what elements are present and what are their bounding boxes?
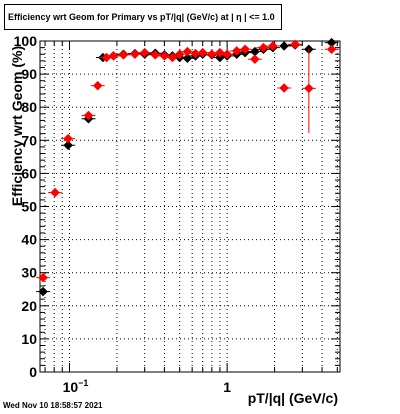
x-tick-labels: 10−1 1 bbox=[63, 378, 232, 395]
y-axis-label: Efficiency wrt Geom (%) bbox=[9, 45, 25, 207]
x-tick-label: 1 bbox=[223, 379, 231, 395]
data-point bbox=[159, 51, 170, 61]
series-red bbox=[36, 39, 339, 283]
data-point bbox=[38, 286, 48, 297]
datestamp: Wed Nov 10 18:58:57 2021 bbox=[3, 401, 103, 410]
data-point bbox=[279, 83, 290, 93]
y-tick-label: 20 bbox=[21, 298, 37, 314]
data-point bbox=[63, 133, 73, 144]
data-point bbox=[150, 50, 161, 60]
y-tick-label: 0 bbox=[29, 364, 37, 380]
data-point bbox=[304, 83, 314, 94]
data-point bbox=[50, 187, 60, 198]
y-tick-label: 40 bbox=[21, 232, 37, 248]
y-tick-label: 70 bbox=[21, 132, 37, 148]
data-point bbox=[197, 47, 208, 58]
y-tick-label: 100 bbox=[14, 33, 38, 49]
data-point bbox=[215, 47, 225, 58]
data-point bbox=[290, 39, 300, 50]
data-point bbox=[167, 52, 178, 63]
axis-ticks bbox=[40, 40, 340, 373]
plot-frame bbox=[39, 40, 341, 373]
data-point bbox=[222, 49, 232, 60]
y-tick-label: 10 bbox=[21, 331, 37, 347]
data-point bbox=[240, 44, 250, 55]
data-point bbox=[63, 140, 73, 151]
y-tick-label: 50 bbox=[21, 199, 37, 215]
data-point bbox=[139, 47, 150, 58]
data-point bbox=[250, 54, 260, 65]
data-point bbox=[38, 272, 48, 283]
y-tick-label: 30 bbox=[21, 265, 37, 281]
data-point bbox=[326, 44, 337, 55]
chart-title-box: Efficiency wrt Geom for Primary vs pT/|q… bbox=[4, 4, 282, 30]
data-point bbox=[92, 80, 103, 91]
x-tick-label: 10−1 bbox=[63, 378, 89, 395]
x-axis-label: pT/|q| (GeV/c) bbox=[247, 390, 338, 406]
y-tick-label: 60 bbox=[21, 165, 37, 181]
data-point bbox=[108, 51, 119, 61]
data-point bbox=[83, 110, 94, 121]
y-tick-label: 80 bbox=[21, 99, 37, 115]
y-tick-label: 90 bbox=[21, 66, 37, 82]
chart-title: Efficiency wrt Geom for Primary vs pT/|q… bbox=[8, 12, 275, 22]
data-point bbox=[267, 41, 278, 51]
data-point bbox=[118, 50, 129, 60]
data-point bbox=[279, 41, 290, 51]
y-tick-labels: 0 10 20 30 40 50 60 70 80 90 100 bbox=[14, 33, 38, 380]
